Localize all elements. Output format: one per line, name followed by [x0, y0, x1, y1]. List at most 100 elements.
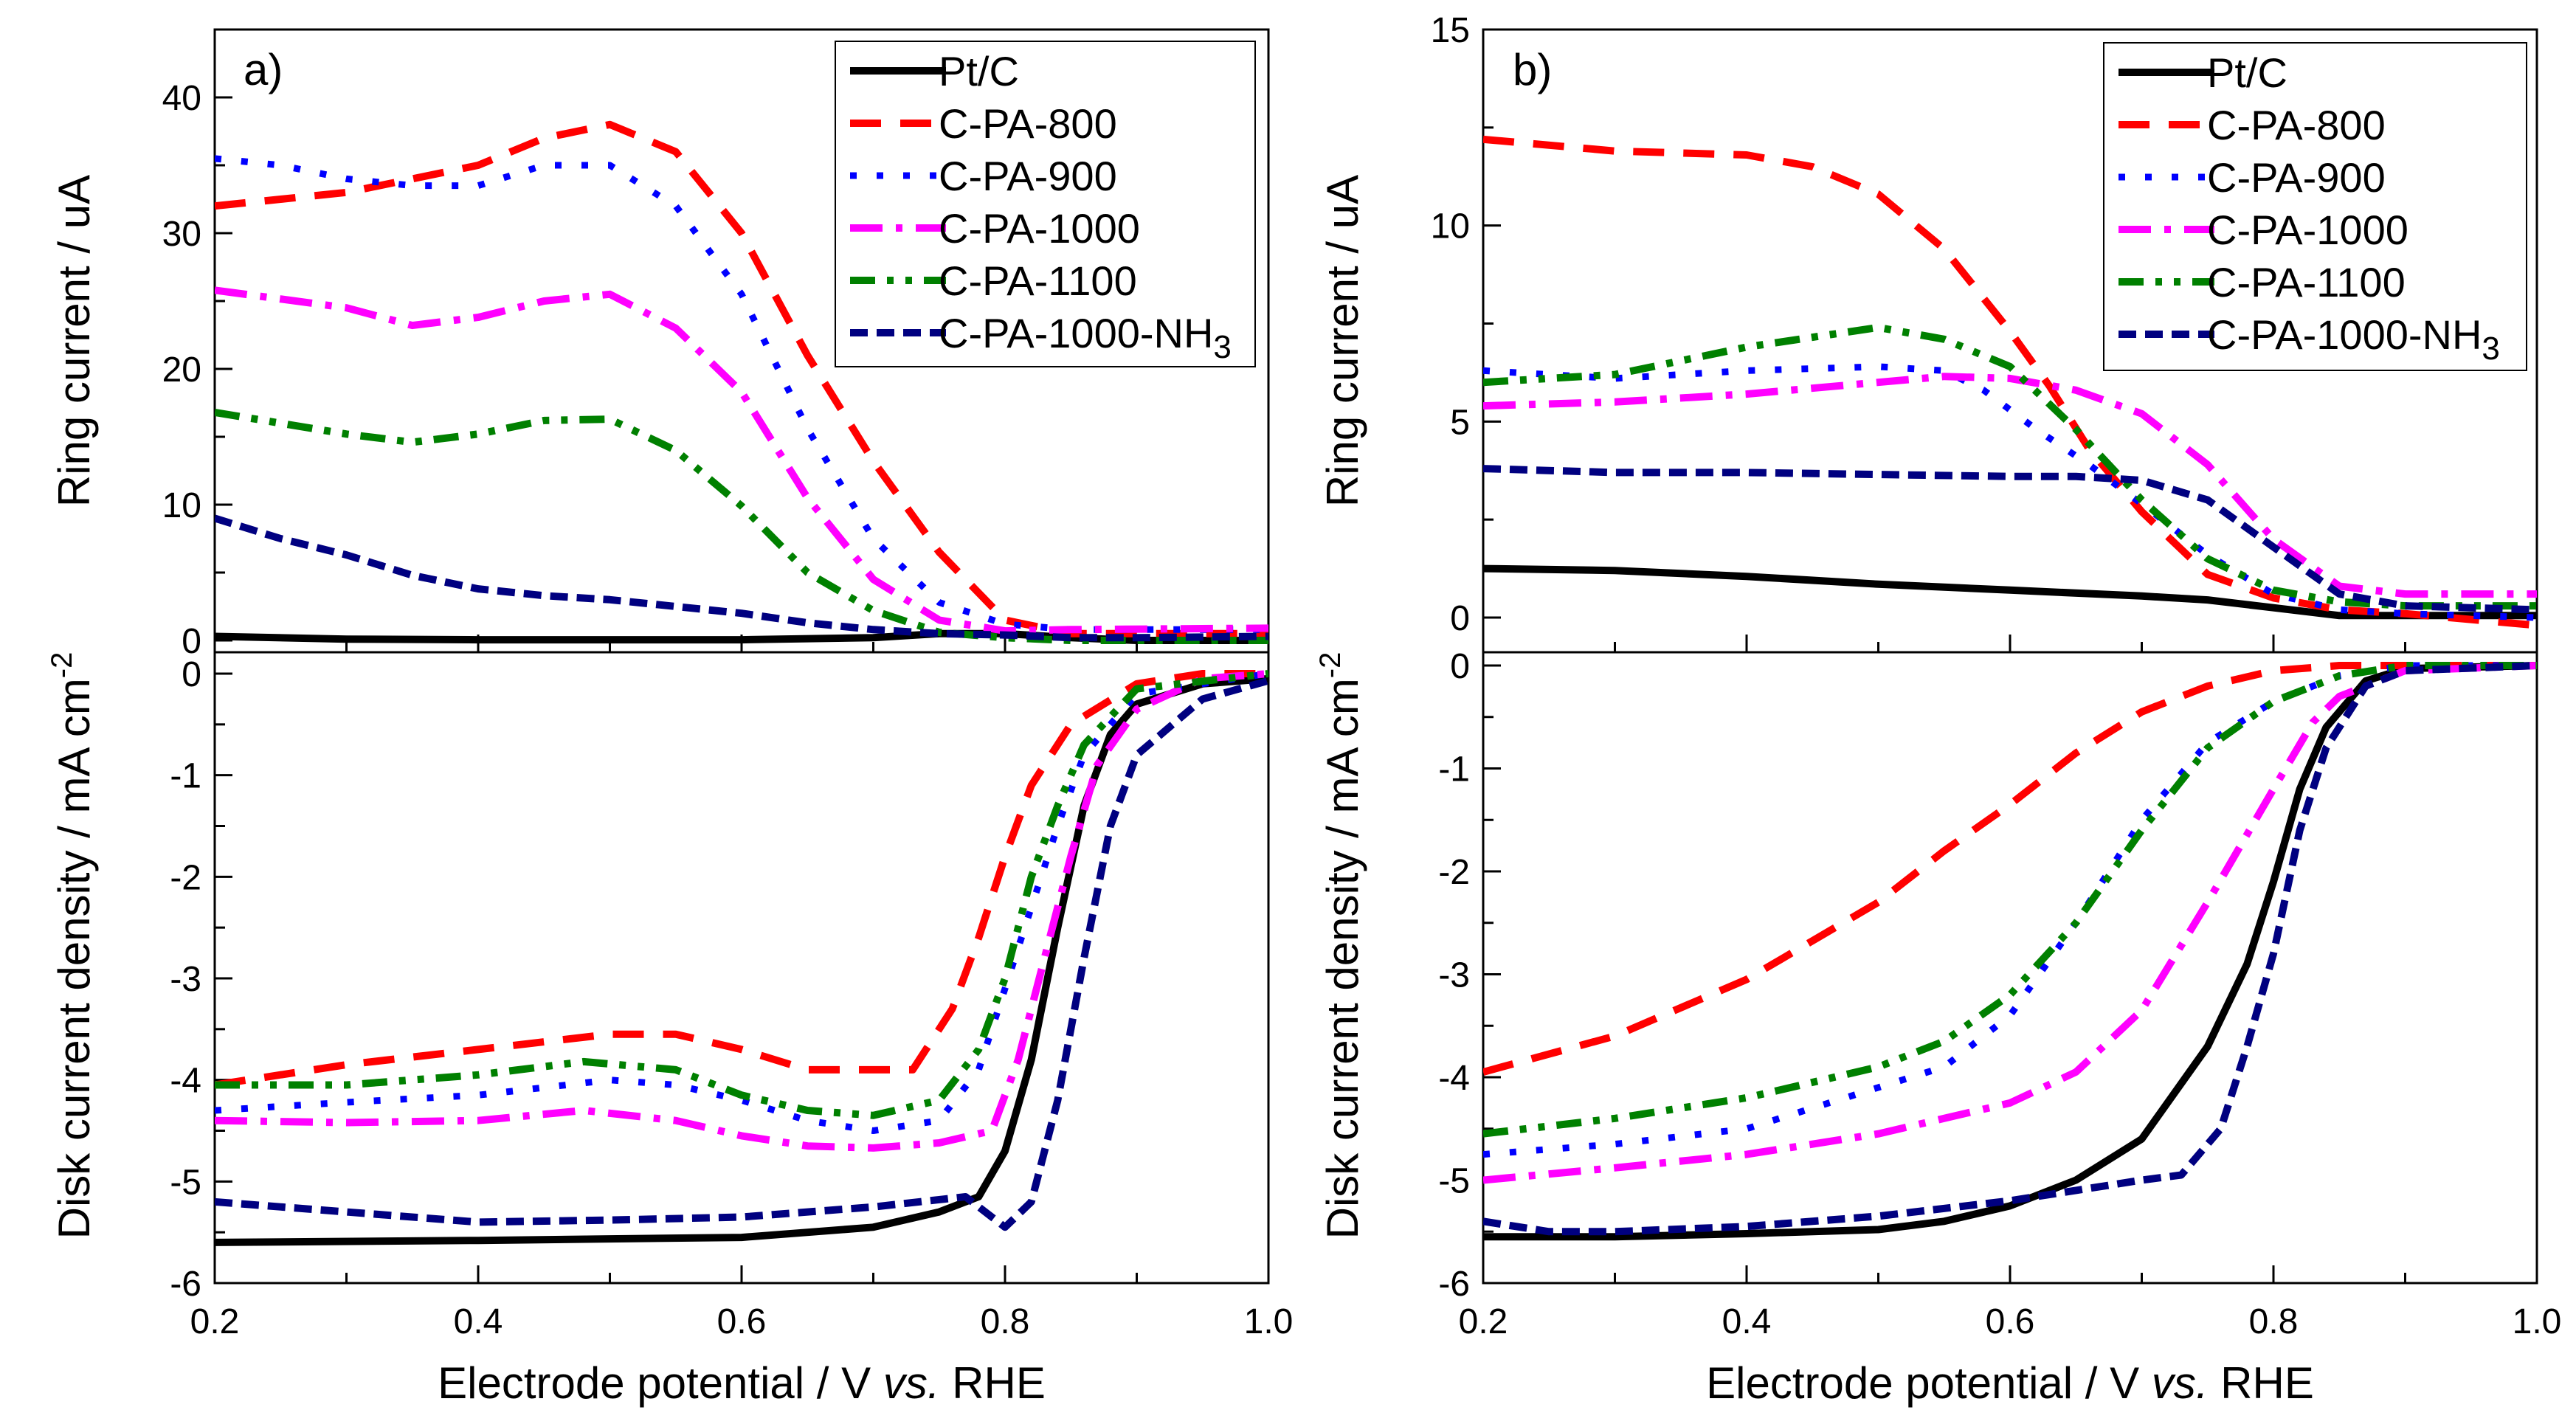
disk-line-pt-c	[215, 674, 1268, 1246]
disk-y-tick-label: -6	[1438, 1265, 1470, 1304]
legend: Pt/C C-PA-800 C-PA-900 C-PA-1000 C-PA-1100 C-…	[2103, 42, 2527, 371]
x-axis-label-pre: Electrode potential / V	[438, 1358, 883, 1408]
disk-line-c-pa-1000	[1483, 662, 2537, 1184]
disk-line-c-pa-1000	[215, 670, 1268, 1152]
disk-line-c-pa-800	[215, 670, 1268, 1089]
disk-line-c-pa-1100	[1483, 662, 2537, 1138]
legend-label: Pt/C	[939, 48, 1019, 94]
ring-series-group	[215, 120, 1268, 644]
x-axis-label: Electrode potential / V vs. RHE	[1706, 1358, 2314, 1408]
legend-label-text: C-PA-1000-NH	[939, 310, 1213, 356]
disk-line-c-pa-800	[1483, 662, 2537, 1076]
legend-label-text: C-PA-800	[939, 100, 1117, 147]
ring-line-c-pa-1000	[215, 286, 1268, 635]
x-axis-label-pre: Electrode potential / V	[1706, 1358, 2152, 1408]
ring-series-group	[1483, 135, 2537, 629]
legend-label: C-PA-1000-NH3	[2207, 311, 2500, 367]
disk-line-c-pa-1000-nh3	[215, 677, 1268, 1231]
x-axis-label-post: RHE	[2209, 1358, 2314, 1408]
disk-y-tick-label: 0	[182, 655, 201, 694]
x-tick-label: 0.8	[2249, 1302, 2299, 1341]
legend-box	[835, 41, 1256, 367]
x-tick-label: 0.4	[454, 1302, 503, 1341]
x-axis-label: Electrode potential / V vs. RHE	[438, 1358, 1046, 1408]
legend-label-subscript: 3	[1213, 329, 1231, 365]
ring-line-c-pa-900	[1483, 363, 2537, 621]
disk-y-tick-label: -4	[170, 1062, 201, 1101]
ring-y-tick-label: 15	[1431, 11, 1470, 50]
chart-panel-a: 0.2 0.4 0.6 0.8 1.0 0 10 20 30 40 0 -1 -2 -3 -4 -5 -6 a) P…	[46, 28, 1294, 1408]
disk-y-tick-label: -2	[170, 858, 201, 897]
disk-y-tick-label: -1	[1438, 750, 1470, 789]
legend-label-text: C-PA-1000	[939, 205, 1140, 252]
legend-label: C-PA-900	[2207, 154, 2386, 201]
legend-label-text: C-PA-1100	[2207, 259, 2406, 305]
legend-label-text: C-PA-1100	[939, 258, 1137, 304]
panel-label: a)	[244, 45, 283, 94]
disk-y-tick-label: -6	[170, 1265, 201, 1304]
disk-y-tick-label: -4	[1438, 1059, 1470, 1098]
disk-series-group	[215, 670, 1268, 1246]
legend-label-text: C-PA-1000-NH	[2207, 311, 2482, 358]
ring-line-c-pa-1000-nh3	[215, 514, 1268, 642]
disk-y-axis-label: Disk current density / mA cm-2	[1314, 652, 1367, 1240]
x-axis-label-post: RHE	[940, 1358, 1046, 1408]
disk-plot-frame	[1482, 651, 2538, 1285]
x-tick-label: 0.6	[1986, 1302, 2035, 1341]
legend-label-text: C-PA-800	[2207, 102, 2386, 148]
legend-label: C-PA-900	[939, 153, 1117, 199]
ring-line-c-pa-1100	[215, 408, 1268, 644]
ring-line-c-pa-900	[215, 155, 1268, 633]
disk-y-axis-label-sup: -2	[46, 652, 78, 679]
legend-label: C-PA-1100	[2207, 259, 2406, 305]
legend-label-text: C-PA-900	[2207, 154, 2386, 201]
disk-y-axis-label-sup: -2	[1314, 652, 1347, 679]
disk-line-c-pa-900	[1483, 662, 2537, 1158]
x-axis-label-italic: vs.	[883, 1358, 940, 1408]
x-tick-label: 0.2	[1459, 1302, 1508, 1341]
legend-label: C-PA-1000	[939, 205, 1140, 252]
ring-y-tick-label: 40	[162, 79, 201, 118]
disk-y-axis-label-main: Disk current density / mA cm	[49, 678, 99, 1239]
legend-label: C-PA-800	[2207, 102, 2386, 148]
legend-label: C-PA-1100	[939, 258, 1137, 304]
legend-label-subscript: 3	[2482, 331, 2499, 367]
disk-y-tick-label: -5	[170, 1163, 201, 1202]
ring-line-c-pa-1100	[1483, 323, 2537, 610]
x-tick-label: 1.0	[1244, 1302, 1294, 1341]
legend-label: Pt/C	[2207, 49, 2287, 96]
ring-y-tick-label: 10	[1431, 207, 1470, 246]
ring-y-tick-label: 10	[162, 486, 201, 525]
legend-label: C-PA-1000-NH3	[939, 310, 1232, 365]
legend-label: C-PA-800	[939, 100, 1117, 147]
disk-line-c-pa-1100	[215, 670, 1268, 1119]
legend-label-text: Pt/C	[939, 48, 1019, 94]
disk-line-c-pa-900	[215, 670, 1268, 1134]
legend-label-text: C-PA-900	[939, 153, 1117, 199]
disk-y-tick-label: -5	[1438, 1162, 1470, 1201]
ring-line-c-pa-1000-nh3	[1483, 465, 2537, 614]
ring-y-tick-label: 30	[162, 215, 201, 254]
ring-y-tick-label: 0	[182, 622, 201, 661]
x-tick-label: 0.2	[190, 1302, 240, 1341]
disk-line-pt-c	[1483, 662, 2537, 1241]
ring-y-tick-label: 5	[1450, 403, 1470, 442]
x-tick-label: 1.0	[2513, 1302, 2562, 1341]
disk-y-tick-label: -3	[1438, 956, 1470, 995]
disk-y-axis-label-main: Disk current density / mA cm	[1318, 678, 1367, 1239]
ring-y-axis-label: Ring current / uA	[1318, 175, 1367, 507]
chart-panel-b: 0.2 0.4 0.6 0.8 1.0 0 5 10 15 0 -1 -2 -3 -4 -5 -6 b) Pt/C…	[1314, 11, 2562, 1408]
disk-y-tick-label: 0	[1450, 647, 1470, 686]
disk-line-c-pa-1000-nh3	[1483, 662, 2537, 1236]
x-tick-label: 0.8	[981, 1302, 1030, 1341]
x-axis-label-italic: vs.	[2152, 1358, 2209, 1408]
legend: Pt/C C-PA-800 C-PA-900 C-PA-1000 C-PA-1100 C-…	[835, 41, 1256, 367]
panel-label: b)	[1513, 45, 1552, 94]
disk-y-tick-label: -3	[170, 960, 201, 999]
legend-label: C-PA-1000	[2207, 207, 2408, 253]
x-tick-label: 0.6	[717, 1302, 767, 1341]
legend-label-text: C-PA-1000	[2207, 207, 2408, 253]
disk-y-tick-label: -1	[170, 757, 201, 796]
ring-y-tick-label: 20	[162, 350, 201, 390]
